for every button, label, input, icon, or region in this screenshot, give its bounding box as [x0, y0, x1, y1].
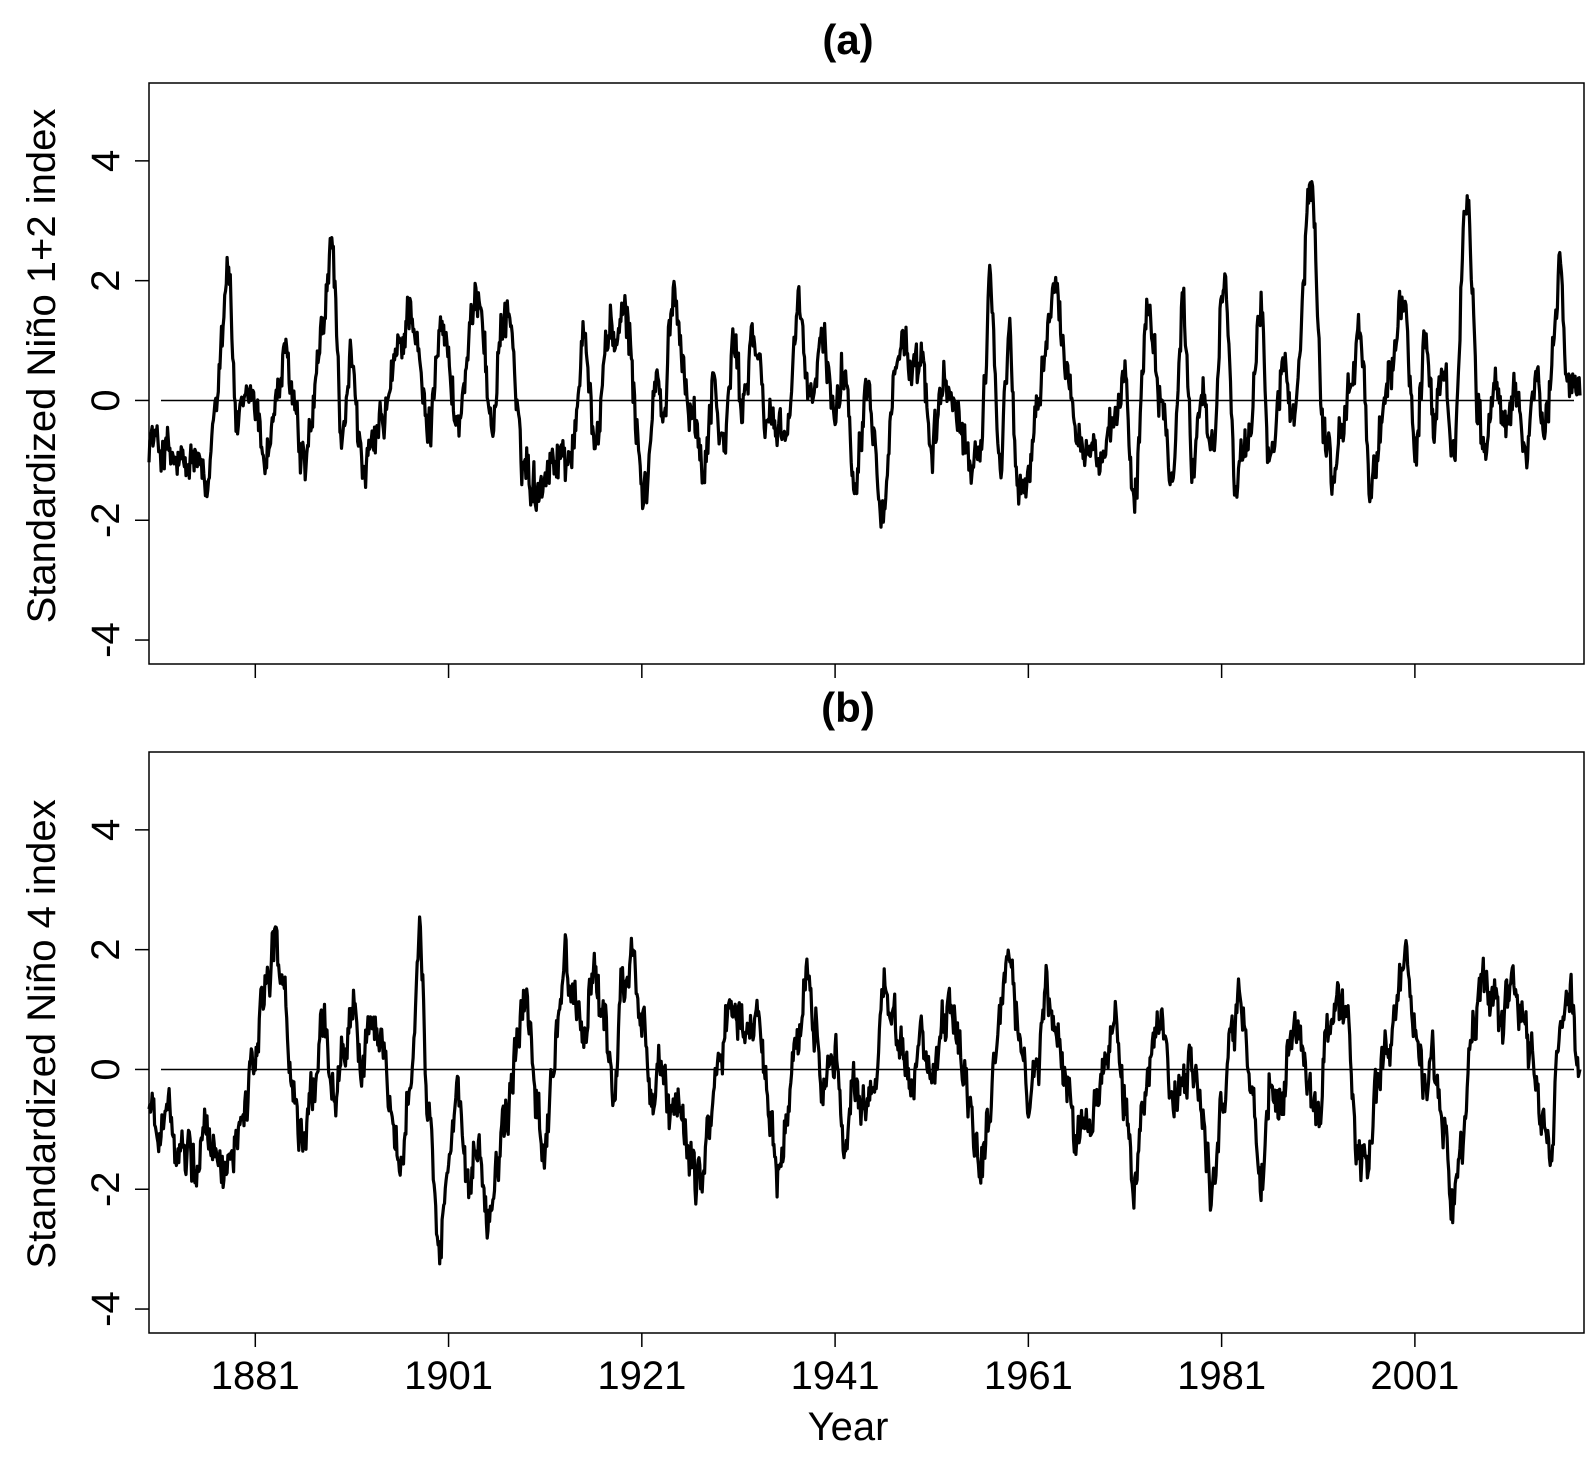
panel-b-x-axis-label: Year — [808, 1405, 889, 1449]
panel-a-title: (a) — [822, 16, 873, 63]
y-tick-label--4: -4 — [84, 622, 128, 658]
panel-b-plot-frame — [148, 751, 1585, 1334]
panel-a-series-line — [147, 180, 1582, 529]
panel-a-plot-frame — [148, 82, 1585, 665]
panel-b-series-line — [147, 915, 1582, 1266]
x-tick-label-1941: 1941 — [791, 1354, 880, 1398]
x-tick-label-1961: 1961 — [984, 1354, 1073, 1398]
panel-b-y-axis-label: Standardized Niño 4 index — [20, 799, 64, 1268]
panel-a-ticks: -4 -2 0 2 4 — [84, 150, 1416, 678]
panel-b-ticks: -4 -2 0 2 4 1881 1901 1921 1941 1961 1981 2001 — [84, 819, 1459, 1398]
y-tick-label-0: 0 — [84, 389, 128, 411]
y-tick-label--2: -2 — [84, 1171, 128, 1207]
panel-b-title: (b) — [821, 684, 875, 731]
x-tick-label-1981: 1981 — [1177, 1354, 1266, 1398]
x-tick-label-1881: 1881 — [211, 1354, 300, 1398]
y-tick-label--4: -4 — [84, 1291, 128, 1327]
y-tick-label-0: 0 — [84, 1058, 128, 1080]
panel-a-nino12: (a) Standardized Niño 1+2 index -4 -2 0 2 4 — [20, 16, 1585, 678]
x-tick-label-2001: 2001 — [1370, 1354, 1459, 1398]
y-tick-label-4: 4 — [84, 150, 128, 172]
y-tick-label-2: 2 — [84, 939, 128, 961]
x-tick-label-1921: 1921 — [597, 1354, 686, 1398]
panel-b-nino4: (b) Standardized Niño 4 index Year -4 -2 0… — [20, 684, 1585, 1449]
panel-a-y-axis-label: Standardized Niño 1+2 index — [20, 109, 64, 624]
y-tick-label-4: 4 — [84, 819, 128, 841]
x-tick-label-1901: 1901 — [404, 1354, 493, 1398]
y-tick-label-2: 2 — [84, 270, 128, 292]
y-tick-label--2: -2 — [84, 502, 128, 538]
